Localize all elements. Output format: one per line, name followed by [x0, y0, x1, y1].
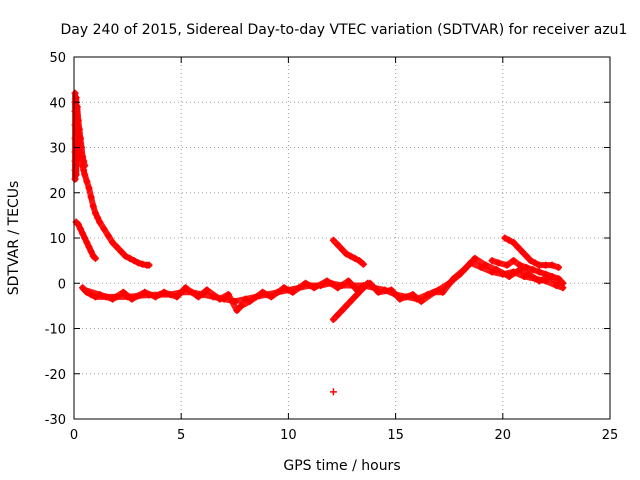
series-outlier [329, 388, 337, 396]
series-mid-arc [72, 218, 99, 262]
series-high-arc-start-spread [71, 89, 89, 183]
x-tick-label: 25 [602, 428, 619, 443]
y-tick-label: -10 [45, 323, 66, 338]
data-segment [549, 262, 562, 271]
y-tick-label: 30 [49, 142, 66, 157]
x-axis-label: GPS time / hours [283, 458, 400, 474]
data-point [329, 388, 337, 396]
x-tick-label: 15 [387, 428, 404, 443]
data-points [71, 89, 567, 396]
series-falling-arc [329, 236, 367, 268]
data-segment [356, 257, 367, 268]
y-tick-label: 40 [49, 96, 66, 111]
x-tick-label: 10 [280, 428, 297, 443]
data-segment [555, 275, 566, 287]
series-baseline-jitter [81, 254, 563, 314]
chart-title: Day 240 of 2015, Sidereal Day-to-day VTE… [61, 22, 628, 38]
y-tick-label: 10 [49, 232, 66, 247]
y-tick-label: 0 [58, 277, 66, 292]
y-tick-label: -30 [45, 413, 66, 428]
y-tick-label: 50 [49, 51, 66, 66]
series-rising-arc [329, 279, 372, 323]
x-tick-label: 5 [177, 428, 185, 443]
x-tick-label: 20 [495, 428, 512, 443]
x-tick-label: 0 [70, 428, 78, 443]
axis-ticks: 0 5 10 15 20 25 -30 -20 -10 0 10 20 30 40 50 [45, 51, 619, 443]
y-axis-label: SDTVAR / TECUs [6, 181, 22, 296]
data-segment [360, 280, 371, 291]
series-late-arc [501, 234, 563, 271]
y-tick-label: -20 [45, 368, 66, 383]
grid-lines [74, 57, 610, 419]
series-late-band [488, 257, 567, 287]
y-tick-label: 20 [49, 187, 66, 202]
data-segment [90, 253, 99, 262]
data-segment [80, 158, 88, 169]
